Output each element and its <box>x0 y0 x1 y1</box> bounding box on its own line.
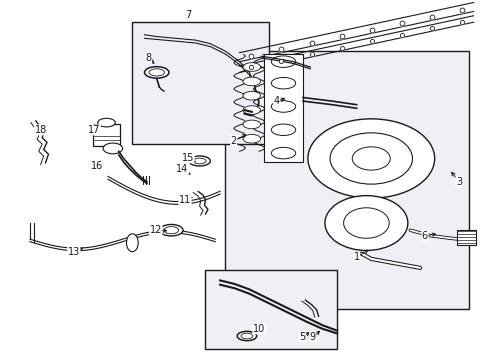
Ellipse shape <box>307 119 434 198</box>
Text: 18: 18 <box>35 125 47 135</box>
Text: 8: 8 <box>145 53 151 63</box>
Ellipse shape <box>343 208 388 238</box>
Ellipse shape <box>271 147 295 159</box>
Ellipse shape <box>243 77 260 86</box>
Text: 17: 17 <box>88 125 101 135</box>
Text: 2: 2 <box>230 136 236 145</box>
Bar <box>224 51 468 309</box>
Ellipse shape <box>271 124 295 135</box>
Ellipse shape <box>351 147 389 170</box>
Text: 16: 16 <box>91 161 103 171</box>
Text: 1: 1 <box>353 252 359 262</box>
Text: 15: 15 <box>182 153 194 163</box>
Ellipse shape <box>237 331 256 341</box>
Ellipse shape <box>325 195 407 251</box>
Bar <box>456 230 475 244</box>
Text: 5: 5 <box>298 332 305 342</box>
Text: 7: 7 <box>185 10 191 20</box>
Ellipse shape <box>243 63 260 71</box>
Ellipse shape <box>149 69 164 76</box>
Ellipse shape <box>243 134 260 143</box>
Ellipse shape <box>126 234 138 252</box>
Ellipse shape <box>98 118 115 127</box>
Ellipse shape <box>241 333 252 339</box>
Ellipse shape <box>329 133 412 184</box>
Ellipse shape <box>243 91 260 100</box>
Bar <box>264 54 303 162</box>
Ellipse shape <box>159 225 183 236</box>
Ellipse shape <box>163 226 178 234</box>
Text: 13: 13 <box>67 247 80 257</box>
Text: 14: 14 <box>176 164 188 174</box>
Ellipse shape <box>243 106 260 114</box>
Bar <box>132 22 268 144</box>
Ellipse shape <box>193 158 205 164</box>
Text: 9: 9 <box>309 332 315 342</box>
Text: 10: 10 <box>252 324 264 334</box>
Text: 11: 11 <box>179 195 191 205</box>
Ellipse shape <box>243 120 260 129</box>
Ellipse shape <box>271 101 295 112</box>
Bar <box>205 270 336 348</box>
Text: 6: 6 <box>421 231 427 240</box>
Text: 3: 3 <box>455 177 461 187</box>
Bar <box>93 125 120 146</box>
Ellipse shape <box>271 56 295 67</box>
Ellipse shape <box>144 67 168 78</box>
Text: 12: 12 <box>149 225 162 235</box>
Text: 4: 4 <box>273 96 279 106</box>
Ellipse shape <box>188 156 210 166</box>
Ellipse shape <box>271 77 295 89</box>
Ellipse shape <box>103 143 122 154</box>
